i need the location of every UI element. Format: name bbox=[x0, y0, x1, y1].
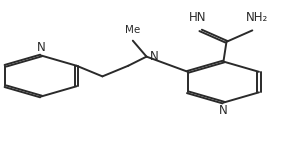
Text: HN: HN bbox=[189, 11, 206, 24]
Text: NH₂: NH₂ bbox=[246, 11, 268, 24]
Text: Me: Me bbox=[125, 25, 140, 35]
Text: N: N bbox=[37, 41, 45, 54]
Text: N: N bbox=[150, 50, 159, 63]
Text: N: N bbox=[219, 104, 228, 117]
